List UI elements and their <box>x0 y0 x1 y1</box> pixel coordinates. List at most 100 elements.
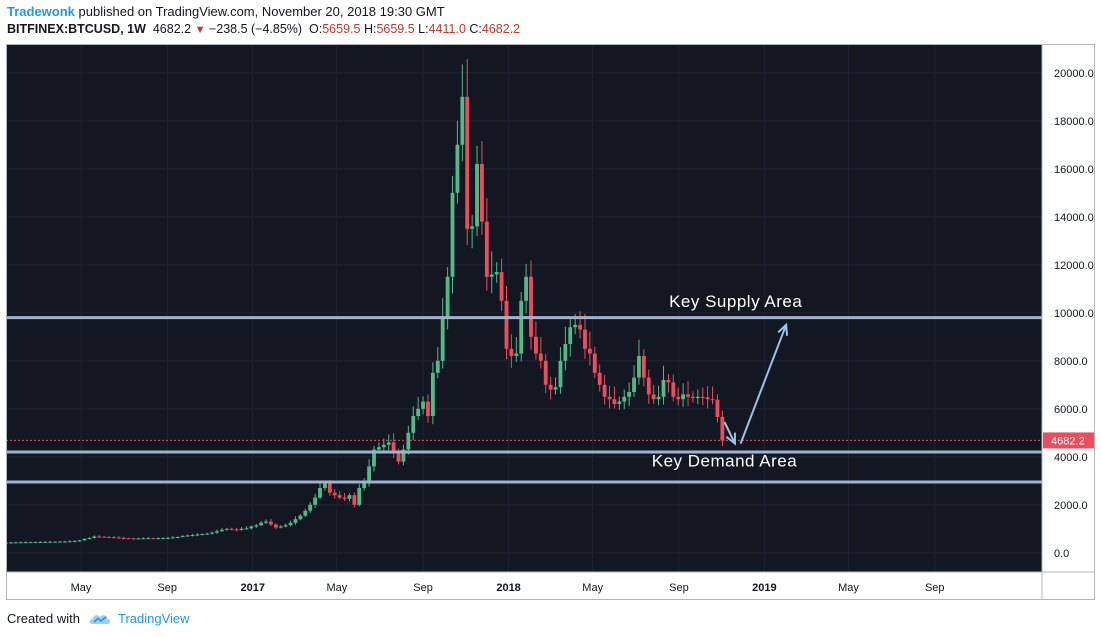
y-tick-label: 2000.0 <box>1054 500 1088 512</box>
candle-up <box>67 541 72 543</box>
candle-up <box>323 483 327 488</box>
candle-down <box>116 537 121 539</box>
candle-down <box>592 353 597 373</box>
candle-down <box>686 394 690 397</box>
candle-up <box>347 495 352 499</box>
candle-down <box>578 324 582 330</box>
close-label: C: <box>469 22 482 36</box>
candle-down <box>396 452 401 462</box>
candle-up <box>72 541 77 543</box>
time-axis-background <box>6 572 1095 600</box>
tradingview-link[interactable]: TradingView <box>117 611 190 626</box>
candle-up <box>401 449 406 462</box>
candle-up <box>28 542 33 544</box>
candle-down <box>676 396 681 400</box>
candle-down <box>583 329 587 349</box>
candle-up <box>185 535 190 537</box>
x-tick-label: 2017 <box>240 582 264 594</box>
published-text: published on TradingView.com, November 2… <box>74 4 445 19</box>
candle-up <box>298 515 303 520</box>
candle-down <box>504 300 509 349</box>
candle-up <box>519 300 524 354</box>
candle-up <box>386 442 391 445</box>
candle-up <box>62 541 67 543</box>
candle-down <box>131 538 136 540</box>
candle-up <box>450 192 455 277</box>
x-tick-label: May <box>71 582 92 594</box>
candle-down <box>97 536 102 538</box>
candle-up <box>283 525 288 527</box>
open-label: O: <box>309 22 323 36</box>
y-tick-label: 10000.0 <box>1054 308 1094 320</box>
candle-up <box>175 536 180 538</box>
candle-up <box>489 274 494 277</box>
candle-up <box>180 536 185 537</box>
plot-background <box>6 44 1042 572</box>
candle-down <box>112 537 116 539</box>
candle-down <box>499 272 504 301</box>
candle-up <box>558 360 563 388</box>
x-tick-label: 2018 <box>496 582 520 594</box>
candle-down <box>612 399 617 404</box>
arrow-line <box>739 324 788 444</box>
candle-up <box>23 542 28 544</box>
candle-up <box>357 488 362 505</box>
candle-up <box>33 542 38 544</box>
symbol-label: BITFINEX:BTCUSD, 1W <box>7 22 146 36</box>
candle-up <box>239 528 244 530</box>
candle-down <box>671 382 676 397</box>
candle-up <box>681 394 686 400</box>
price-change: −238.5 (−4.85%) <box>208 22 303 36</box>
candle-up <box>563 344 568 361</box>
chart-container[interactable]: 0.0 2000.0 4000.0 6000.0 8000.0 10000.0 12000.… <box>6 44 1095 600</box>
candle-up <box>475 164 479 227</box>
candle-up <box>293 519 298 523</box>
candle-down <box>720 416 725 441</box>
candle-up <box>215 531 219 533</box>
candle-up <box>421 401 425 409</box>
candle-up <box>440 317 445 361</box>
candle-up <box>166 537 170 539</box>
candle-down <box>607 396 612 400</box>
candle-up <box>146 538 151 540</box>
y-tick-label: 20000.0 <box>1054 68 1094 80</box>
candle-up <box>288 522 293 526</box>
candle-up <box>313 497 318 505</box>
y-tick-label: 14000.0 <box>1054 212 1094 224</box>
tradingview-cloud-logo-icon[interactable] <box>88 612 112 626</box>
candle-up <box>430 372 435 416</box>
candle-up <box>259 522 264 526</box>
candle-down <box>107 536 111 538</box>
candle-down <box>151 538 156 540</box>
x-tick-label: May <box>838 582 859 594</box>
candle-down <box>126 538 131 540</box>
candle-up <box>205 533 210 535</box>
candle-up <box>695 396 700 398</box>
candle-up <box>308 504 313 511</box>
candle-up <box>372 449 376 467</box>
price-chart[interactable]: 0.0 2000.0 4000.0 6000.0 8000.0 10000.0 12000.… <box>6 44 1095 600</box>
candle-up <box>43 541 48 543</box>
candle-up <box>627 392 632 397</box>
open-value: 5659.5 <box>322 22 361 36</box>
candle-down <box>342 497 347 499</box>
candle-down <box>602 384 607 397</box>
candle-down <box>426 401 430 416</box>
candle-up <box>224 528 229 530</box>
candle-up <box>553 387 558 390</box>
chart-border <box>6 44 1095 600</box>
candle-up <box>303 510 308 516</box>
candle-down <box>332 492 337 496</box>
candle-up <box>38 541 43 543</box>
x-tick-label: May <box>326 582 347 594</box>
candle-up <box>411 416 416 433</box>
candle-up <box>136 538 141 540</box>
ohlc-legend: BITFINEX:BTCUSD, 1W 4682.2 ▼ −238.5 (−4.… <box>7 22 520 36</box>
x-tick-label: Sep <box>157 582 177 594</box>
x-tick-label: Sep <box>413 582 433 594</box>
y-tick-label: 16000.0 <box>1054 164 1094 176</box>
candle-down <box>646 377 651 395</box>
author-link[interactable]: Tradewonk <box>7 4 75 19</box>
candle-down <box>691 396 695 398</box>
candle-down <box>269 521 273 525</box>
